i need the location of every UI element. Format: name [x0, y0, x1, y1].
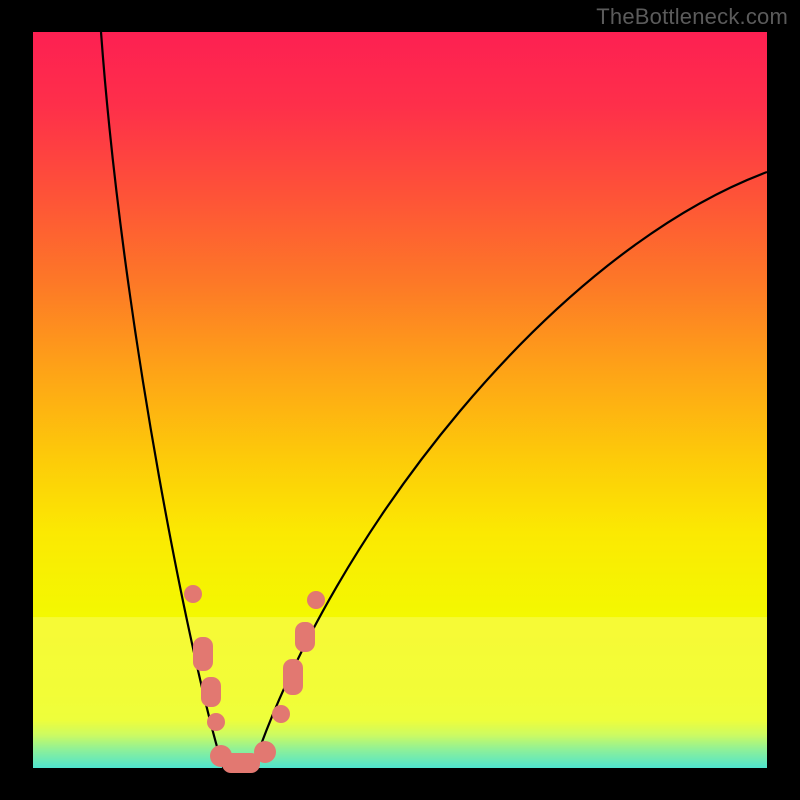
data-marker — [307, 591, 325, 609]
data-marker — [254, 741, 276, 763]
data-marker — [272, 705, 290, 723]
highlight-band — [33, 617, 767, 768]
v-curve-chart — [0, 0, 800, 800]
chart-stage: TheBottleneck.com — [0, 0, 800, 800]
watermark-text: TheBottleneck.com — [596, 4, 788, 30]
data-marker — [295, 622, 315, 652]
data-marker — [201, 677, 221, 707]
data-marker — [193, 637, 213, 671]
data-marker — [283, 659, 303, 695]
data-marker — [222, 753, 260, 773]
data-marker — [184, 585, 202, 603]
data-marker — [207, 713, 225, 731]
